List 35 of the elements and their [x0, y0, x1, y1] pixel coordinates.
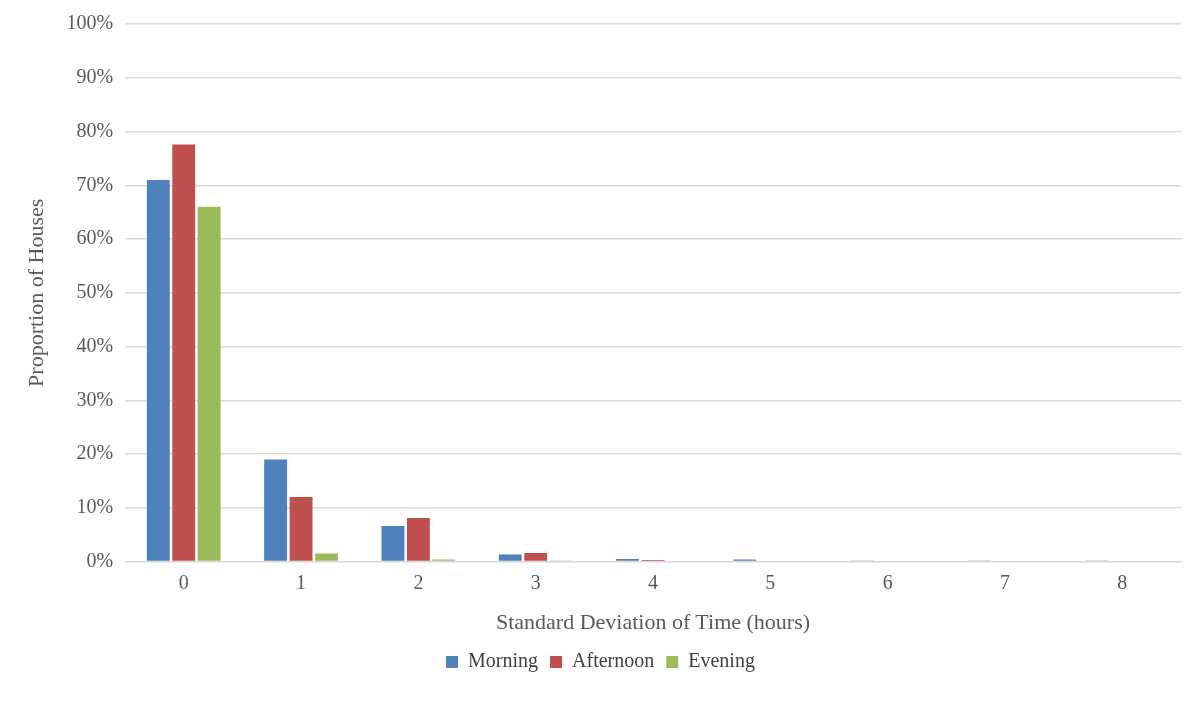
x-tick-label: 5: [765, 570, 776, 593]
bar: [264, 459, 288, 561]
legend-label: Afternoon: [572, 649, 655, 672]
x-tick-label: 3: [530, 570, 541, 593]
x-tick-label: 7: [1000, 570, 1011, 593]
y-tick-label: 70%: [76, 172, 114, 195]
x-tick-label: 1: [296, 570, 307, 593]
y-tick-label: 0%: [86, 548, 114, 571]
bar: [406, 518, 430, 561]
bar: [498, 554, 522, 561]
x-tick-label: 6: [882, 570, 893, 593]
legend-label: Morning: [468, 649, 539, 673]
bar: [146, 179, 170, 561]
y-tick-label: 90%: [76, 65, 114, 88]
bar: [197, 206, 221, 561]
x-tick-label: 2: [413, 570, 424, 593]
y-tick-label: 60%: [76, 226, 114, 249]
x-tick-label: 4: [648, 570, 659, 593]
bar: [315, 553, 338, 561]
y-tick-label: 100%: [66, 11, 114, 34]
bar: [172, 144, 196, 561]
legend-label: Evening: [688, 649, 755, 673]
bar: [381, 526, 405, 561]
y-tick-label: 30%: [76, 387, 114, 410]
y-tick-label: 20%: [76, 441, 114, 464]
bar: [524, 553, 548, 561]
x-axis-title: Standard Deviation of Time (hours): [495, 608, 811, 634]
y-tick-label: 10%: [76, 495, 114, 518]
y-tick-label: 80%: [76, 118, 114, 141]
x-tick-label: 0: [178, 570, 189, 593]
y-axis-title: Proportion of Houses: [22, 198, 48, 387]
y-tick-label: 50%: [76, 280, 114, 303]
x-tick-label: 8: [1117, 570, 1128, 593]
bar: [289, 497, 313, 561]
y-tick-label: 40%: [76, 333, 114, 356]
